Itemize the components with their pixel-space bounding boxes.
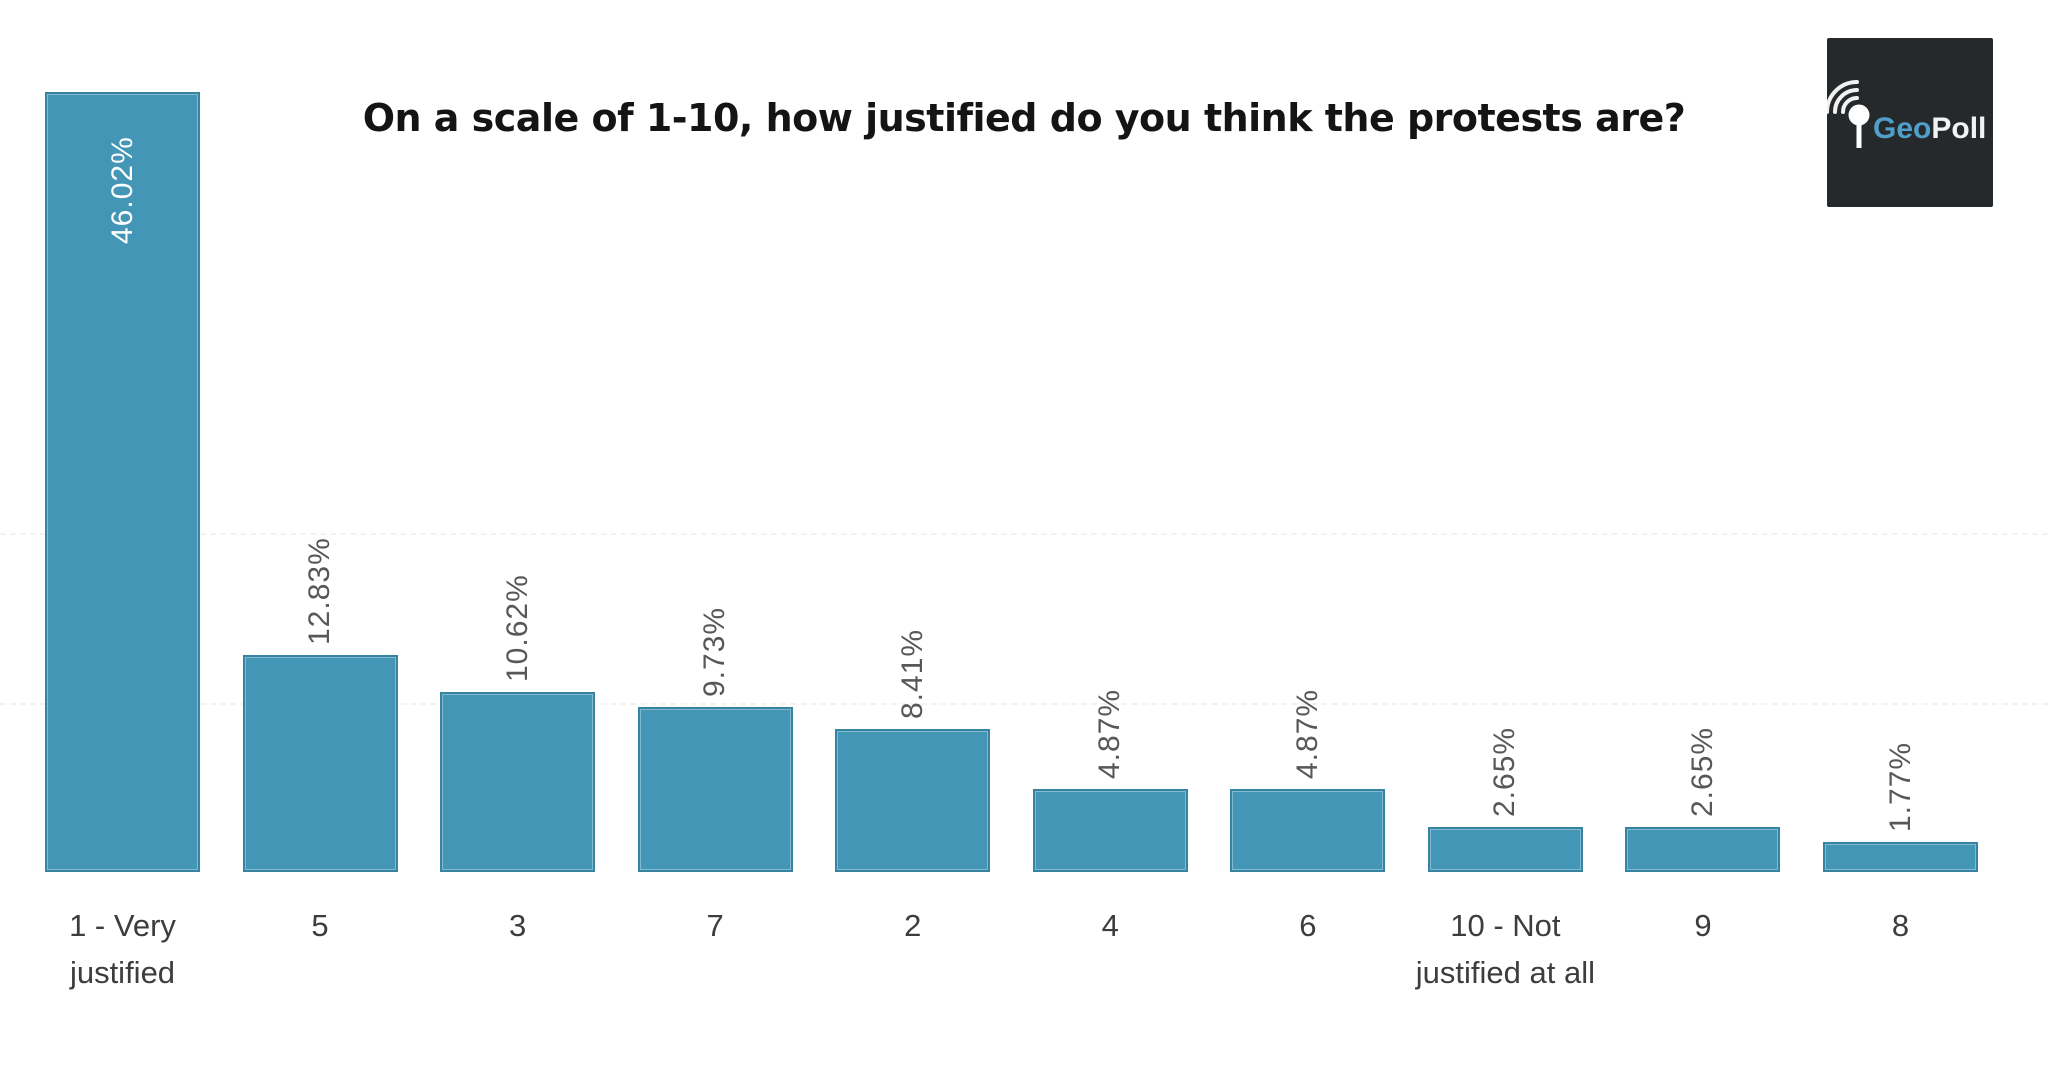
map-pin-icon bbox=[1848, 104, 1870, 148]
category-label: 4 bbox=[1101, 908, 1119, 943]
geopoll-logo-graphic: GeoPoll bbox=[1825, 80, 1986, 148]
logo-wordmark: GeoPoll bbox=[1873, 112, 1986, 145]
data-label: 4.87% bbox=[1290, 689, 1324, 780]
category-label: 2 bbox=[904, 908, 922, 943]
data-label: 4.87% bbox=[1093, 689, 1127, 780]
bar[interactable] bbox=[1823, 841, 1979, 872]
logo-text-poll: Poll bbox=[1931, 112, 1986, 145]
data-label: 1.77% bbox=[1883, 741, 1917, 832]
chart-title: On a scale of 1-10, how justified do you… bbox=[362, 96, 1686, 140]
category-label: 5 bbox=[311, 908, 329, 943]
data-label: 46.02% bbox=[105, 136, 139, 244]
bar[interactable] bbox=[1427, 827, 1583, 872]
category-label: 10 - Not justified at all bbox=[1415, 908, 1596, 990]
data-label: 8.41% bbox=[895, 629, 929, 720]
bar[interactable] bbox=[1230, 789, 1386, 872]
category-label: 9 bbox=[1694, 908, 1712, 943]
signal-waves-icon bbox=[1825, 80, 1859, 114]
gridline bbox=[0, 702, 2048, 705]
data-label: 10.62% bbox=[500, 574, 534, 682]
category-label: 7 bbox=[706, 908, 724, 943]
bar[interactable] bbox=[835, 729, 991, 872]
bar[interactable] bbox=[1625, 827, 1781, 872]
bar[interactable] bbox=[1032, 789, 1188, 872]
category-label: 3 bbox=[508, 908, 527, 943]
data-label: 9.73% bbox=[698, 606, 732, 698]
bar[interactable] bbox=[45, 91, 200, 872]
bar[interactable] bbox=[440, 691, 596, 872]
category-label: 1 - Very justified bbox=[69, 908, 176, 990]
data-label: 2.65% bbox=[1685, 727, 1719, 818]
bar[interactable] bbox=[637, 707, 793, 872]
data-label: 12.83% bbox=[303, 536, 337, 645]
gridline bbox=[0, 533, 2048, 535]
logo-text-geo: Geo bbox=[1873, 112, 1931, 145]
category-label: 8 bbox=[1891, 908, 1910, 943]
data-label: 2.65% bbox=[1488, 727, 1522, 818]
geopoll-logo: GeoPoll bbox=[1825, 38, 1993, 207]
bar[interactable] bbox=[242, 654, 398, 872]
category-label: 6 bbox=[1299, 908, 1317, 943]
